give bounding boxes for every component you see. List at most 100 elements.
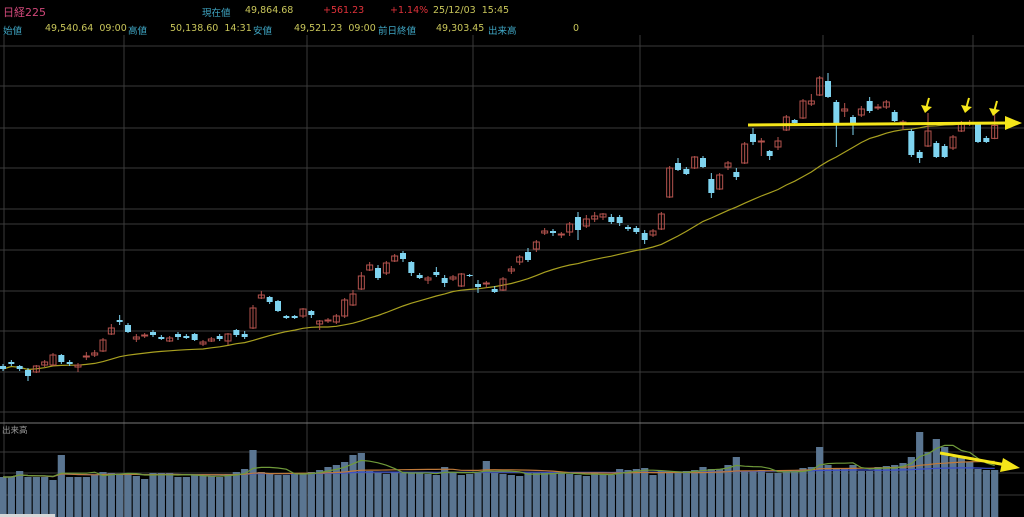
volume-bar [482, 461, 490, 517]
volume-bar [716, 469, 724, 517]
candle-down [16, 366, 23, 369]
candle-up [199, 341, 207, 345]
volume-decline-annotation [939, 451, 1007, 467]
volume-bar [924, 452, 932, 517]
volume-bar [532, 473, 540, 517]
volume-bar [841, 468, 849, 517]
candle-down [66, 362, 73, 364]
volume-bar [399, 473, 407, 517]
volume-bar [549, 473, 557, 517]
open-value: 49,540.64 09:00 [45, 23, 127, 34]
volume-value: 0 [573, 23, 580, 34]
volume-bar [874, 467, 882, 517]
volume-bar [24, 477, 32, 517]
volume-bar [624, 470, 632, 517]
symbol-name: 日経225 [3, 6, 46, 19]
candle-down [158, 337, 165, 339]
volume-bar [299, 473, 307, 517]
volume-bar [32, 477, 40, 517]
candle-up [807, 100, 815, 105]
candle-down [8, 362, 15, 364]
current-price-label: 現在値 [202, 8, 231, 19]
volume-bar [766, 473, 774, 517]
candle-down [708, 179, 715, 193]
candle-down [183, 336, 190, 338]
candle-down [908, 131, 915, 155]
candle-down [475, 284, 481, 287]
candle-up [382, 262, 390, 274]
candle-up [582, 218, 590, 227]
volume-bar [407, 473, 415, 517]
candle-up [599, 213, 607, 218]
volume-bar [282, 475, 290, 517]
volume-bar [699, 467, 707, 517]
candle-down [266, 297, 273, 302]
candle-up [349, 293, 357, 306]
candle-down [150, 332, 156, 335]
candle-up [107, 327, 115, 335]
candle-down [550, 231, 556, 233]
arrow-right-icon [1005, 116, 1022, 130]
candle-down [408, 262, 415, 273]
volume-bar [116, 474, 124, 517]
candle-up [541, 230, 549, 234]
arrow-down-icon [961, 105, 972, 113]
candle-up [32, 365, 40, 373]
candle-up [132, 336, 140, 340]
arrow-down-right-icon [1000, 458, 1020, 472]
volume-bar [266, 474, 274, 517]
volume-ma-short-line [3, 444, 995, 478]
volume-bar [241, 469, 249, 517]
volume-bar [466, 474, 474, 517]
candle-down [466, 275, 473, 276]
arrow-down-icon [921, 105, 932, 113]
candle-down [491, 289, 498, 292]
volume-bar [82, 477, 90, 517]
candle-down [700, 158, 706, 167]
candle-down [433, 272, 440, 275]
prev-close-value: 49,303.45 [436, 23, 485, 34]
volume-bar [791, 471, 799, 517]
candle-up [49, 354, 57, 366]
candle-up [82, 355, 90, 358]
candle-up [724, 162, 732, 168]
candle-up [949, 136, 957, 149]
volume-bar [741, 471, 749, 517]
volume-bar [524, 473, 532, 517]
candle-down [283, 316, 290, 318]
volume-bar [807, 467, 815, 517]
volume-bar [224, 474, 232, 517]
candle-down [441, 278, 448, 283]
volume-bar [332, 465, 340, 517]
scrollbar-thumb[interactable] [0, 514, 55, 517]
volume-bar [957, 457, 965, 517]
candle-down [625, 227, 631, 229]
candle-up [757, 140, 765, 143]
candle-up [874, 106, 882, 109]
candle-down [633, 228, 640, 232]
volume-bar [57, 455, 65, 517]
prev-close-label: 前日終値 [378, 26, 417, 37]
candle-up [566, 223, 574, 233]
candle-up [799, 100, 807, 119]
volume-bar [966, 462, 974, 517]
candle-up [99, 339, 107, 352]
candle-up [424, 277, 432, 281]
candle-up [557, 233, 565, 236]
volume-bar [149, 473, 157, 517]
candle-up [207, 338, 215, 342]
candle-up [41, 361, 49, 366]
volume-bar [574, 475, 582, 517]
volume-label: 出来高 [488, 26, 517, 37]
volume-bar [416, 473, 424, 517]
volume-bar [424, 474, 432, 517]
volume-bar [591, 473, 599, 517]
volume-bar [41, 477, 49, 517]
candle-down [525, 252, 531, 260]
volume-bar [49, 480, 57, 517]
low-label: 安値 [253, 26, 273, 37]
candle-up [741, 143, 749, 164]
candle-down [941, 146, 948, 157]
candle-down [833, 102, 840, 123]
